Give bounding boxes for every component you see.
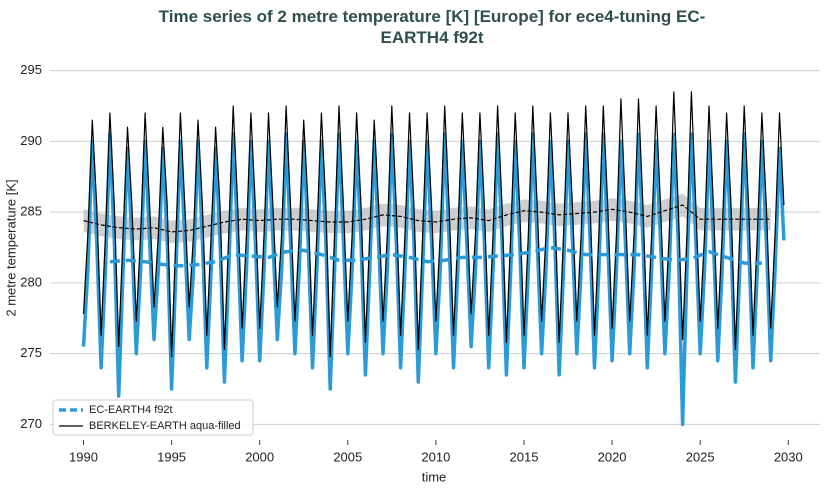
legend-box bbox=[52, 399, 254, 436]
x-tick-label: 1995 bbox=[157, 449, 186, 464]
x-axis-label: time bbox=[422, 469, 447, 484]
x-tick-label: 2020 bbox=[598, 449, 627, 464]
y-axis-label: 2 metre temperature [K] bbox=[3, 179, 18, 316]
series-line bbox=[82, 91, 785, 358]
y-tick-label: 295 bbox=[20, 62, 42, 77]
legend-label: EC-EARTH4 f92t bbox=[89, 404, 173, 416]
x-tick-label: 2005 bbox=[333, 449, 362, 464]
y-tick-label: 270 bbox=[20, 416, 42, 431]
x-tick-label: 2015 bbox=[510, 449, 539, 464]
legend: EC-EARTH4 f92t BERKELEY-EARTH aqua-filled bbox=[52, 399, 254, 436]
legend-label: BERKELEY-EARTH aqua-filled bbox=[89, 420, 241, 432]
y-tick-label: 280 bbox=[20, 274, 42, 289]
y-tick-label: 290 bbox=[20, 133, 42, 148]
running-mean-line bbox=[83, 204, 771, 233]
series-line bbox=[81, 132, 786, 427]
running-mean-line bbox=[109, 245, 762, 268]
y-tick-label: 285 bbox=[20, 204, 42, 219]
chart-title: Time series of 2 metre temperature [K] [… bbox=[158, 7, 706, 47]
y-tick-label: 275 bbox=[20, 345, 42, 360]
x-tick-label: 2025 bbox=[686, 449, 715, 464]
x-tick-label: 2000 bbox=[245, 449, 274, 464]
x-tick-label: 2030 bbox=[774, 449, 803, 464]
x-tick-label: 2010 bbox=[421, 449, 450, 464]
x-tick-label: 1990 bbox=[69, 449, 98, 464]
